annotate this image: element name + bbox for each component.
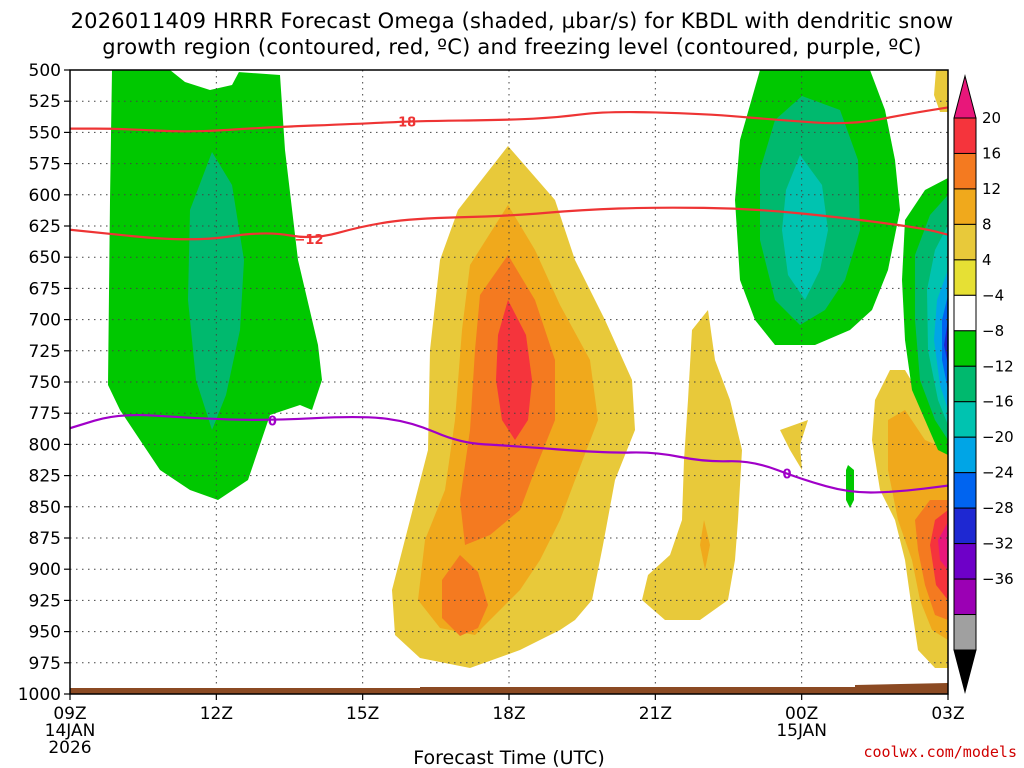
contour-label-freezing-level: 0: [268, 414, 277, 429]
omega-region-pos4-topright: [934, 70, 948, 112]
colorbar-band: [953, 365, 977, 403]
colorbar-band: [953, 223, 977, 261]
y-tick-label: 575: [29, 155, 61, 175]
y-tick-label: 525: [29, 92, 61, 112]
omega-region-neg20-edge: [934, 270, 948, 410]
y-tick-label: 1000: [18, 685, 61, 705]
omega-region-pos20-right: [938, 522, 948, 570]
colorbar-band: [953, 152, 977, 190]
chart-title-line1: 2026011409 HRRR Forecast Omega (shaded, …: [70, 9, 954, 33]
grid-lines: [70, 70, 948, 694]
omega-region-pos12-lower: [442, 555, 488, 636]
colorbar-band: [953, 614, 977, 651]
colorbar-band: [953, 401, 977, 438]
colorbar-band: [953, 578, 977, 616]
colorbar-label: −32: [982, 535, 1014, 553]
x-tick-date: 14JAN: [45, 721, 96, 741]
colorbar-band: [953, 543, 977, 580]
y-tick-label: 850: [29, 498, 61, 518]
colorbar-label: −16: [982, 393, 1014, 411]
y-tick-label: 900: [29, 560, 61, 580]
y-tick-label: 675: [29, 279, 61, 299]
contour-dendritic-top: [70, 106, 948, 133]
y-tick-label: 550: [29, 123, 61, 143]
colorbar-band: [953, 472, 977, 509]
x-tick-label: 09Z: [53, 704, 86, 724]
colorbar-label: 8: [982, 215, 992, 233]
colorbar-band: [953, 188, 977, 225]
omega-shading: [108, 70, 948, 668]
y-tick-label: 825: [29, 467, 61, 487]
y-tick-label: 725: [29, 342, 61, 362]
omega-region-neg8-small: [846, 465, 854, 508]
contour-labels: −18 −12 0 0: [268, 116, 792, 483]
omega-region-neg16-right: [782, 155, 828, 300]
colorbar-label: −12: [982, 357, 1014, 375]
colorbar-label: −24: [982, 464, 1014, 482]
contour-freezing-level: [70, 413, 948, 494]
x-tick-label: 12Z: [200, 704, 233, 724]
y-tick-label: 650: [29, 248, 61, 268]
y-tick-label: 625: [29, 217, 61, 237]
watermark: coolwx.com/models: [863, 743, 1017, 761]
colorbar-band: [953, 507, 977, 545]
contour-label-dendritic-bottom: −12: [295, 233, 324, 248]
y-tick-label: 750: [29, 373, 61, 393]
colorbar: 20 16 12 8 4 −4 −8 −12 −16 −20 −24 −28 −32 −36: [953, 74, 1014, 694]
y-tick-label: 925: [29, 591, 61, 611]
x-tick-year: 2026: [48, 738, 91, 758]
colorbar-band: [953, 330, 977, 367]
colorbar-label: 12: [982, 180, 1001, 198]
colorbar-top-arrow: [953, 74, 977, 119]
terrain-strip: [70, 683, 948, 694]
colorbar-label: 4: [982, 251, 992, 269]
colorbar-label: −36: [982, 570, 1014, 588]
y-tick-label: 975: [29, 654, 61, 674]
y-tick-label: 775: [29, 404, 61, 424]
contour-label-dendritic-top: −18: [387, 116, 416, 131]
colorbar-label: −4: [982, 286, 1004, 304]
colorbar-bottom-arrow: [953, 649, 977, 694]
colorbar-band: [953, 436, 977, 474]
chart-title-line2: growth region (contoured, red, ºC) and f…: [102, 35, 922, 59]
omega-region-neg28-edge: [944, 320, 948, 365]
x-tick-label: 03Z: [931, 704, 964, 724]
x-tick-date: 15JAN: [776, 721, 827, 741]
contour-lines: [70, 106, 948, 494]
y-tick-label: 800: [29, 435, 61, 455]
y-tick-label: 700: [29, 311, 61, 331]
omega-region-neg12-left: [188, 152, 244, 430]
x-axis-label: Forecast Time (UTC): [413, 747, 604, 768]
y-tick-label: 500: [29, 61, 61, 81]
y-tick-label: 875: [29, 529, 61, 549]
contour-label-freezing-level: 0: [783, 468, 792, 483]
colorbar-band: [953, 259, 977, 296]
omega-region-pos4-small: [780, 420, 808, 470]
omega-region-pos16-main: [496, 300, 532, 440]
y-tick-label: 950: [29, 623, 61, 643]
colorbar-label: 20: [982, 109, 1001, 127]
y-tick-label: 600: [29, 186, 61, 206]
colorbar-label: 16: [982, 144, 1001, 162]
colorbar-label: −8: [982, 322, 1004, 340]
colorbar-band: [953, 117, 977, 154]
x-tick-label: 00Z: [785, 704, 818, 724]
colorbar-band: [953, 294, 977, 332]
omega-pocket-top: [170, 70, 240, 90]
colorbar-label: −28: [982, 499, 1014, 517]
x-tick-label: 15Z: [346, 704, 379, 724]
omega-region-pos4-21z: [642, 310, 742, 620]
x-tick-label: 21Z: [639, 704, 672, 724]
x-tick-label: 18Z: [492, 704, 525, 724]
contour-dendritic-bottom: [70, 206, 948, 241]
omega-region-pos8-22z: [700, 520, 710, 570]
colorbar-label: −20: [982, 428, 1014, 446]
y-axis: 500 525 550 575 600 625 650 675 700 725 750 775 800 8…: [18, 61, 70, 705]
